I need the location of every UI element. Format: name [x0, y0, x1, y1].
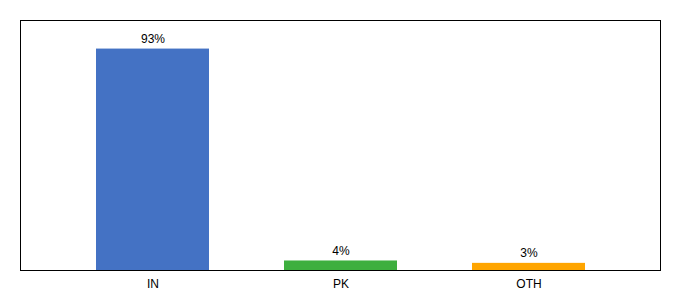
svg-text:3%: 3%	[520, 246, 538, 260]
svg-text:PK: PK	[333, 277, 349, 291]
svg-text:93%: 93%	[141, 32, 165, 46]
svg-text:4%: 4%	[332, 244, 350, 258]
svg-text:OTH: OTH	[516, 277, 541, 291]
svg-text:IN: IN	[147, 277, 159, 291]
